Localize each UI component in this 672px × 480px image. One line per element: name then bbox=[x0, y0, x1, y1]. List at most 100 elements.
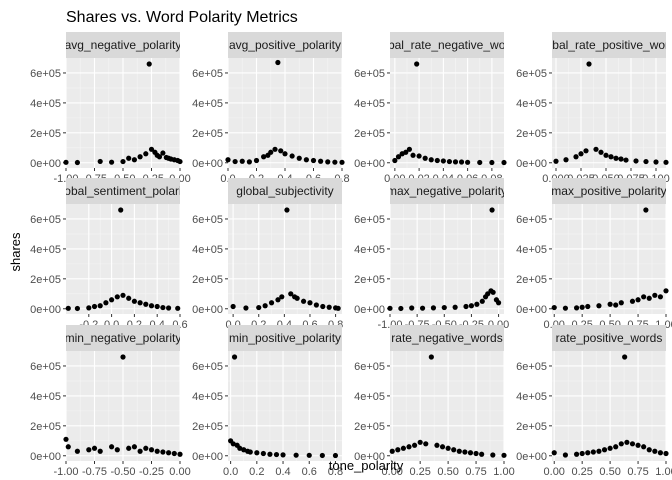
facet-strip bbox=[552, 178, 666, 204]
data-point bbox=[551, 450, 557, 456]
facet-strip-label: rate_negative_words bbox=[391, 331, 502, 345]
data-point bbox=[452, 159, 459, 165]
data-point bbox=[652, 292, 658, 298]
y-tick-label: 2e+05 bbox=[354, 274, 385, 286]
data-point bbox=[663, 450, 669, 457]
y-tick-label: 6e+05 bbox=[354, 68, 385, 80]
y-tick-label: 4e+05 bbox=[354, 244, 385, 256]
x-tick-label: 0.00 bbox=[382, 466, 403, 478]
data-point bbox=[663, 288, 669, 294]
data-point bbox=[590, 449, 596, 455]
data-point bbox=[160, 449, 166, 455]
data-point bbox=[275, 59, 281, 66]
data-point bbox=[398, 305, 404, 312]
data-point bbox=[143, 301, 149, 307]
data-point bbox=[146, 61, 152, 67]
data-point bbox=[293, 452, 299, 458]
facet-strip-label: min_positive_polarity bbox=[229, 331, 341, 345]
facet-strip-label: avg_positive_polarity bbox=[229, 38, 341, 52]
data-point bbox=[434, 442, 440, 448]
data-point bbox=[156, 154, 163, 160]
data-point bbox=[657, 294, 664, 300]
data-point bbox=[395, 447, 401, 453]
x-tick-label: 0.8 bbox=[328, 466, 343, 478]
data-point bbox=[607, 301, 613, 307]
data-point bbox=[553, 158, 559, 164]
data-point bbox=[74, 159, 80, 166]
data-point bbox=[239, 158, 245, 164]
data-point bbox=[310, 157, 317, 164]
data-point bbox=[109, 159, 115, 165]
y-axis-label: shares bbox=[8, 232, 23, 272]
y-tick-label: 0e+00 bbox=[192, 451, 223, 463]
data-point bbox=[635, 442, 641, 448]
data-point bbox=[148, 146, 155, 152]
facet-strip bbox=[228, 32, 342, 58]
facet-strip bbox=[552, 32, 666, 58]
data-point bbox=[131, 298, 137, 304]
data-point bbox=[137, 300, 143, 306]
y-tick-label: 6e+05 bbox=[192, 361, 223, 373]
data-point bbox=[416, 153, 422, 159]
data-point bbox=[387, 305, 393, 311]
data-point bbox=[409, 305, 415, 311]
y-tick-label: 6e+05 bbox=[192, 214, 223, 226]
data-point bbox=[573, 305, 580, 311]
data-point bbox=[579, 304, 585, 310]
data-point bbox=[131, 157, 137, 163]
y-tick-label: 0e+00 bbox=[192, 158, 223, 170]
facet-strip bbox=[390, 325, 504, 351]
x-tick-label: 0.75 bbox=[627, 466, 648, 478]
y-tick-label: 4e+05 bbox=[516, 98, 547, 110]
data-point bbox=[289, 153, 295, 159]
data-point bbox=[417, 439, 423, 445]
x-tick-label: 0.25 bbox=[409, 466, 430, 478]
data-point bbox=[318, 158, 324, 164]
data-point bbox=[120, 158, 126, 165]
data-point bbox=[428, 354, 434, 360]
data-point bbox=[137, 154, 143, 160]
data-point bbox=[74, 305, 80, 312]
y-tick-label: 4e+05 bbox=[516, 244, 547, 256]
y-tick-label: 0e+00 bbox=[30, 451, 61, 463]
data-point bbox=[91, 445, 98, 451]
x-tick-label: -0.50 bbox=[110, 466, 135, 478]
y-tick-label: 2e+05 bbox=[354, 128, 385, 140]
data-point bbox=[657, 450, 664, 456]
data-point bbox=[663, 159, 669, 165]
data-point bbox=[403, 149, 409, 155]
data-point bbox=[97, 158, 103, 165]
data-point bbox=[65, 305, 71, 311]
data-point bbox=[294, 295, 300, 301]
facet-panel: rate_positive_words 0e+00 2e+05 4e+05 6e+05 0… bbox=[516, 325, 672, 478]
data-point bbox=[646, 447, 652, 453]
data-point bbox=[307, 300, 313, 306]
data-point bbox=[467, 450, 474, 456]
data-point bbox=[633, 158, 639, 164]
data-point bbox=[280, 452, 286, 458]
data-point bbox=[573, 154, 579, 160]
data-point bbox=[643, 158, 649, 165]
data-point bbox=[267, 451, 273, 457]
data-point bbox=[154, 303, 160, 310]
y-tick-label: 6e+05 bbox=[30, 361, 61, 373]
data-point bbox=[465, 159, 471, 165]
y-tick-label: 6e+05 bbox=[516, 361, 547, 373]
data-point bbox=[618, 156, 624, 162]
data-point bbox=[406, 444, 412, 450]
facet-panel: min_negative_polarity 0e+00 2e+05 4e+05 6e+0… bbox=[30, 325, 191, 478]
data-point bbox=[254, 450, 260, 456]
data-point bbox=[166, 450, 172, 456]
data-point bbox=[272, 146, 278, 152]
data-point bbox=[477, 159, 483, 166]
y-tick-label: 0e+00 bbox=[354, 451, 385, 463]
data-point bbox=[629, 441, 636, 447]
data-point bbox=[489, 207, 495, 213]
data-point bbox=[593, 146, 599, 152]
data-point bbox=[583, 148, 589, 154]
data-point bbox=[392, 157, 398, 164]
plot-background bbox=[390, 351, 504, 461]
data-point bbox=[148, 303, 155, 309]
y-tick-label: 6e+05 bbox=[354, 214, 385, 226]
data-point bbox=[143, 445, 149, 451]
